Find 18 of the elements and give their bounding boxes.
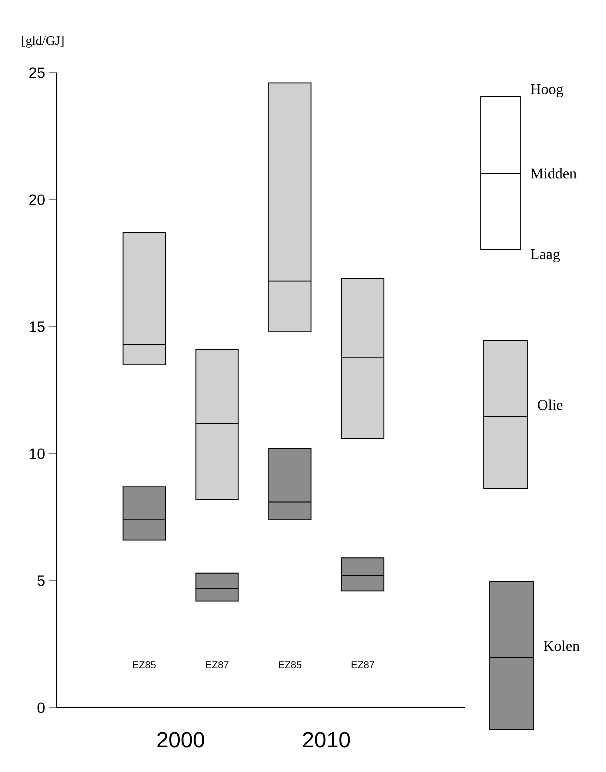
text: Kolen [544, 640, 580, 652]
x-tick-label: EZ87 [352, 662, 374, 669]
text: Laag [530, 249, 560, 262]
text: Midden [530, 168, 577, 179]
text: 2010 [303, 732, 350, 748]
y-tick-label: 0 [38, 702, 45, 714]
x-tick-label: EZ85 [133, 662, 156, 669]
x-tick-label: EZ85 [279, 662, 302, 669]
x-tick-label: EZ87 [206, 662, 229, 669]
text: Olie [538, 400, 563, 410]
y-tick-label: 10 [30, 448, 45, 460]
y-tick-label: 15 [30, 322, 45, 332]
y-tick-label: 5 [38, 576, 45, 586]
y-tick-label: 25 [30, 68, 45, 78]
text: Hoog [530, 84, 564, 98]
text: 2000 [158, 732, 204, 748]
y-tick-label: 20 [30, 194, 45, 206]
y-axis-title: [gld/GJ] [22, 36, 64, 48]
